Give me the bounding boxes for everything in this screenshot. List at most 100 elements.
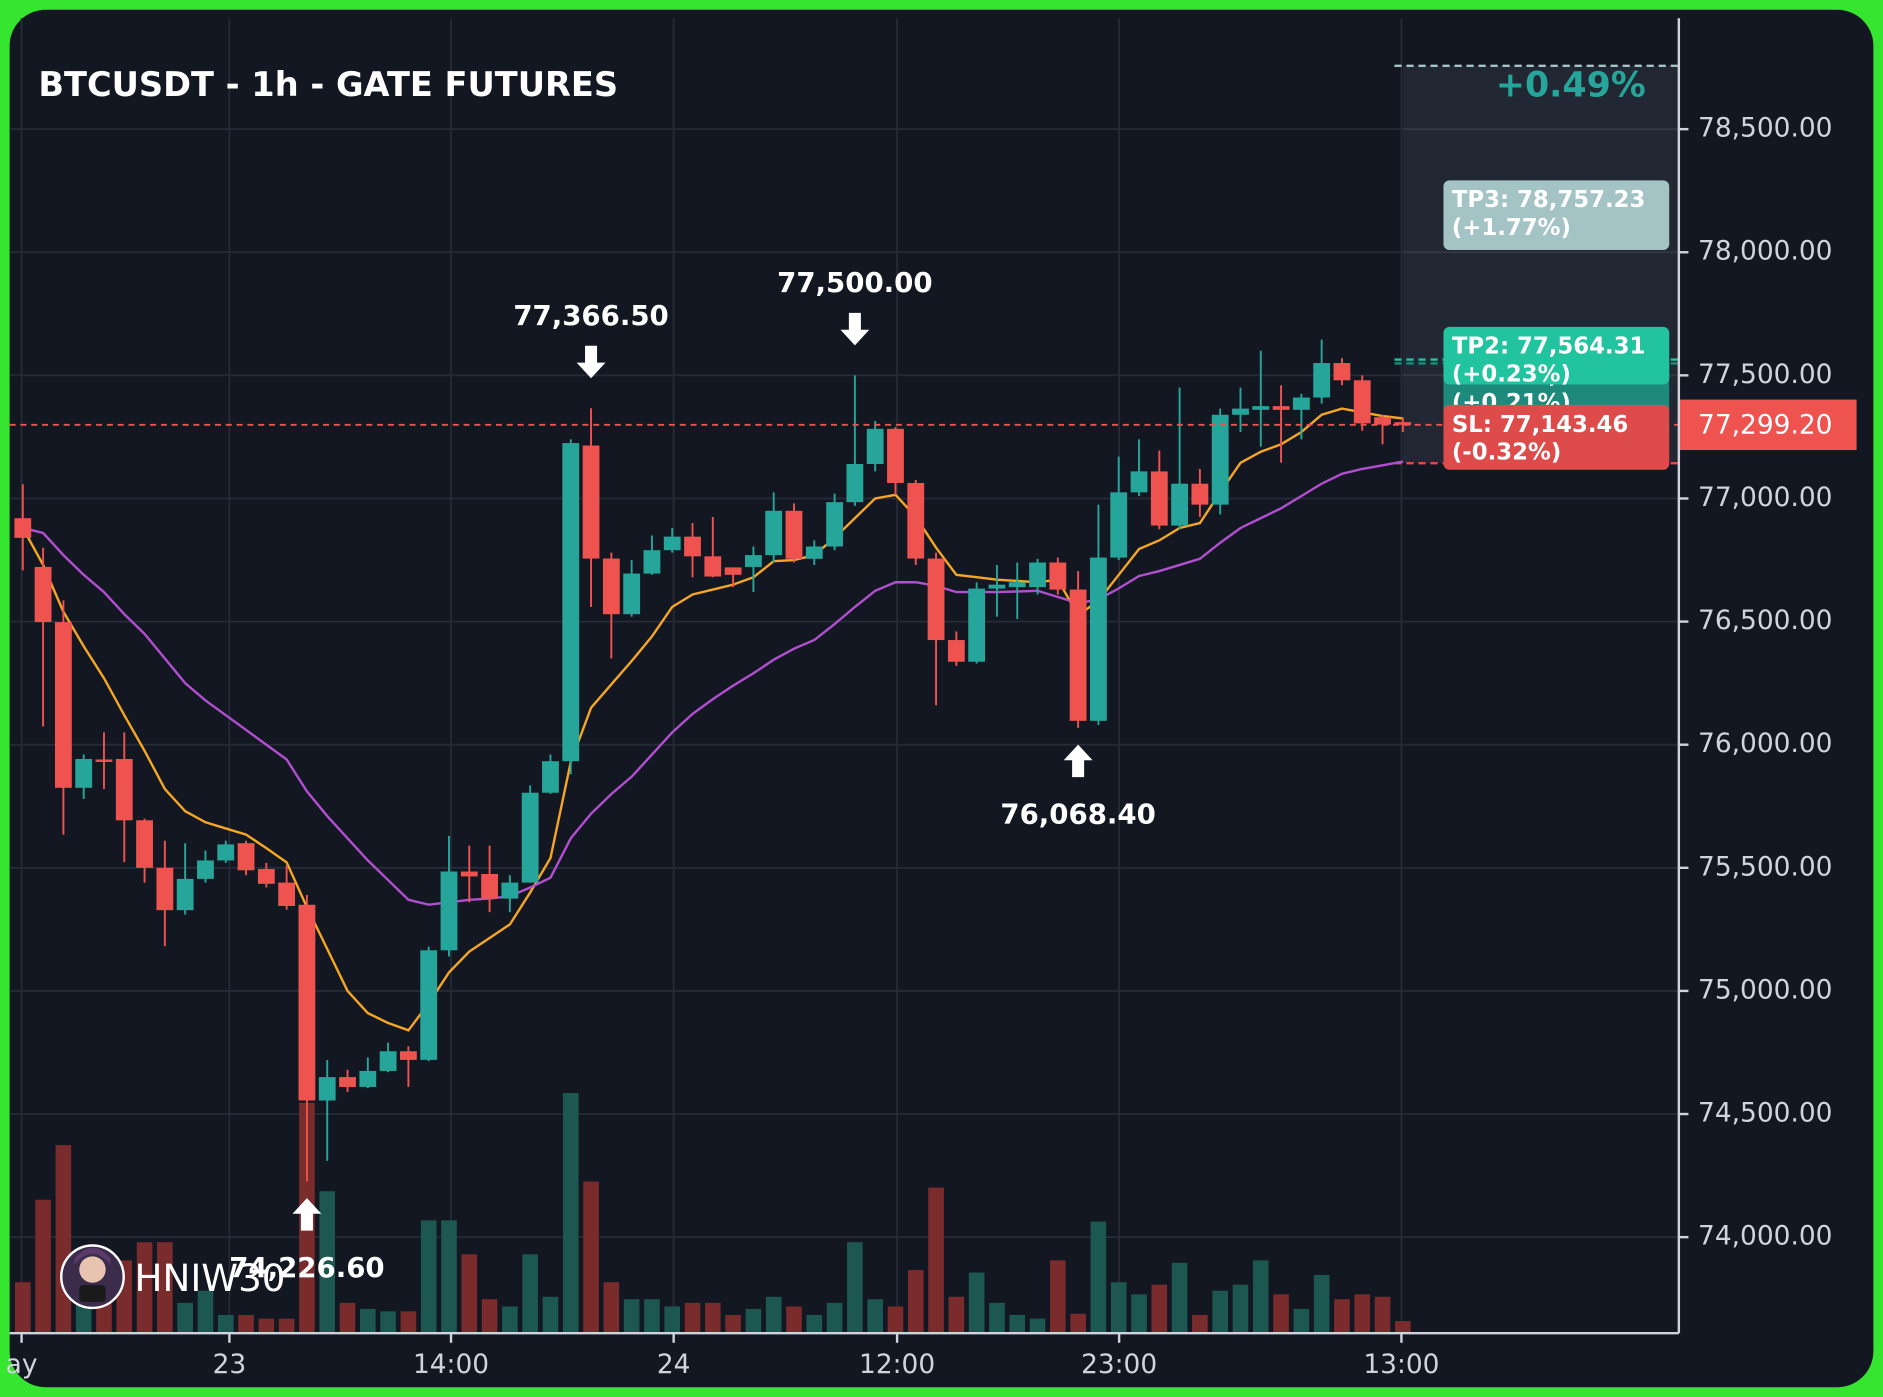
volume-bar (887, 1306, 904, 1334)
avatar-body (79, 1285, 106, 1302)
candle-body (136, 820, 153, 868)
volume-bar (1334, 1299, 1350, 1334)
candle-body (562, 443, 580, 762)
trade-level-label: TP2: 77,564.31 (1452, 334, 1646, 360)
candle-body (1394, 422, 1412, 425)
volume-bar (238, 1314, 254, 1334)
annotation-label: 77,366.50 (513, 299, 668, 332)
volume-bar (1395, 1321, 1411, 1334)
candle-body (927, 558, 945, 641)
trade-level-pct: (+1.77%) (1452, 215, 1571, 241)
candle-body (1252, 406, 1270, 410)
volume-bar (258, 1318, 275, 1334)
volume-bar (1293, 1308, 1310, 1334)
watermark: HNIW30 (60, 1244, 285, 1310)
candle-body (237, 843, 255, 871)
candle-body (765, 510, 783, 556)
volume-bar (583, 1181, 599, 1334)
candle-body (947, 640, 965, 662)
volume-bar (644, 1299, 660, 1334)
volume-bar (278, 1318, 295, 1334)
candle-body (1110, 492, 1128, 558)
x-tick-label: 13:00 (1363, 1349, 1439, 1380)
chart-title: BTCUSDT - 1h - GATE FUTURES (38, 65, 618, 104)
y-tick-label: 77,500.00 (1698, 359, 1832, 390)
annotation-arrow (576, 345, 606, 379)
candle-body (115, 758, 133, 821)
candle-body (846, 464, 864, 503)
volume-bar (157, 1242, 173, 1334)
candle-body (907, 482, 925, 559)
volume-bar (1009, 1314, 1026, 1334)
y-tick-label: 74,000.00 (1698, 1221, 1832, 1252)
volume-bar (441, 1220, 457, 1334)
volume-bar (806, 1314, 823, 1334)
annotation-label: 77,500.00 (777, 266, 932, 299)
candle-body (1049, 562, 1067, 590)
candle-body (197, 860, 214, 879)
moving-averages (21, 407, 1404, 1032)
annotation-arrow (840, 312, 870, 346)
volume-bar (319, 1191, 336, 1334)
trade-label-box (1443, 180, 1670, 250)
volume-bar (948, 1296, 965, 1334)
candle-body (156, 867, 174, 911)
volume-bar (765, 1296, 782, 1334)
trade-level-label: TP3: 78,757.23 (1452, 187, 1646, 213)
candle-body (988, 584, 1006, 589)
candle-body (1353, 380, 1371, 424)
candle-body (298, 904, 316, 1101)
volume-bar (1354, 1294, 1371, 1334)
annotation-arrow (1063, 744, 1093, 778)
volume-bar (1192, 1314, 1208, 1334)
x-tick-label: 14:00 (413, 1349, 489, 1380)
candle-body (805, 546, 823, 559)
grid (9, 18, 1679, 1334)
x-tick-label: 24 (657, 1349, 691, 1380)
candle-body (95, 759, 113, 762)
y-tick-label: 74,500.00 (1698, 1098, 1832, 1129)
y-tick-label: 78,000.00 (1698, 236, 1832, 267)
candle-body (339, 1077, 356, 1087)
volume-bar (928, 1187, 944, 1334)
trade-label-box (1443, 326, 1670, 385)
candle-body (257, 869, 275, 884)
volume-bar (380, 1311, 396, 1334)
volume-bar (14, 1282, 31, 1334)
volume-bar (522, 1254, 538, 1334)
volume-bar (1313, 1274, 1330, 1334)
last-price-tag (1678, 399, 1857, 451)
trade-level-pct: (+0.23%) (1452, 361, 1571, 387)
candle-body (1029, 562, 1046, 588)
candle-body (968, 588, 986, 662)
candle-body (542, 761, 559, 793)
volume-bar (1050, 1260, 1066, 1334)
trade-level-label: SL: 77,143.46 (1452, 412, 1628, 438)
candle-body (1008, 582, 1026, 588)
candle-body (704, 556, 722, 577)
volume-bar (55, 1145, 72, 1334)
candle-body (887, 428, 904, 483)
moving-average (21, 407, 1404, 1032)
candle-body (1211, 414, 1229, 505)
volume-bar (1090, 1221, 1107, 1334)
y-tick-label: 78,500.00 (1698, 113, 1832, 144)
candle-body (54, 622, 72, 788)
volume-bar (907, 1270, 924, 1334)
candle-body (643, 550, 661, 574)
volume-bar (177, 1302, 193, 1334)
candle-body (866, 428, 884, 465)
candle-body (399, 1051, 417, 1060)
candle-body (318, 1077, 336, 1101)
x-tick-label: 12:00 (859, 1349, 935, 1380)
avatar-hair (74, 1247, 111, 1265)
candle-body (1130, 471, 1148, 493)
annotation-arrow (292, 1198, 322, 1231)
y-tick-label: 75,500.00 (1698, 851, 1832, 882)
avatar-face (79, 1256, 106, 1283)
volume-bar (664, 1306, 681, 1334)
candle-body (602, 558, 620, 615)
candle-body (501, 882, 519, 899)
volume-bar (1029, 1318, 1046, 1334)
